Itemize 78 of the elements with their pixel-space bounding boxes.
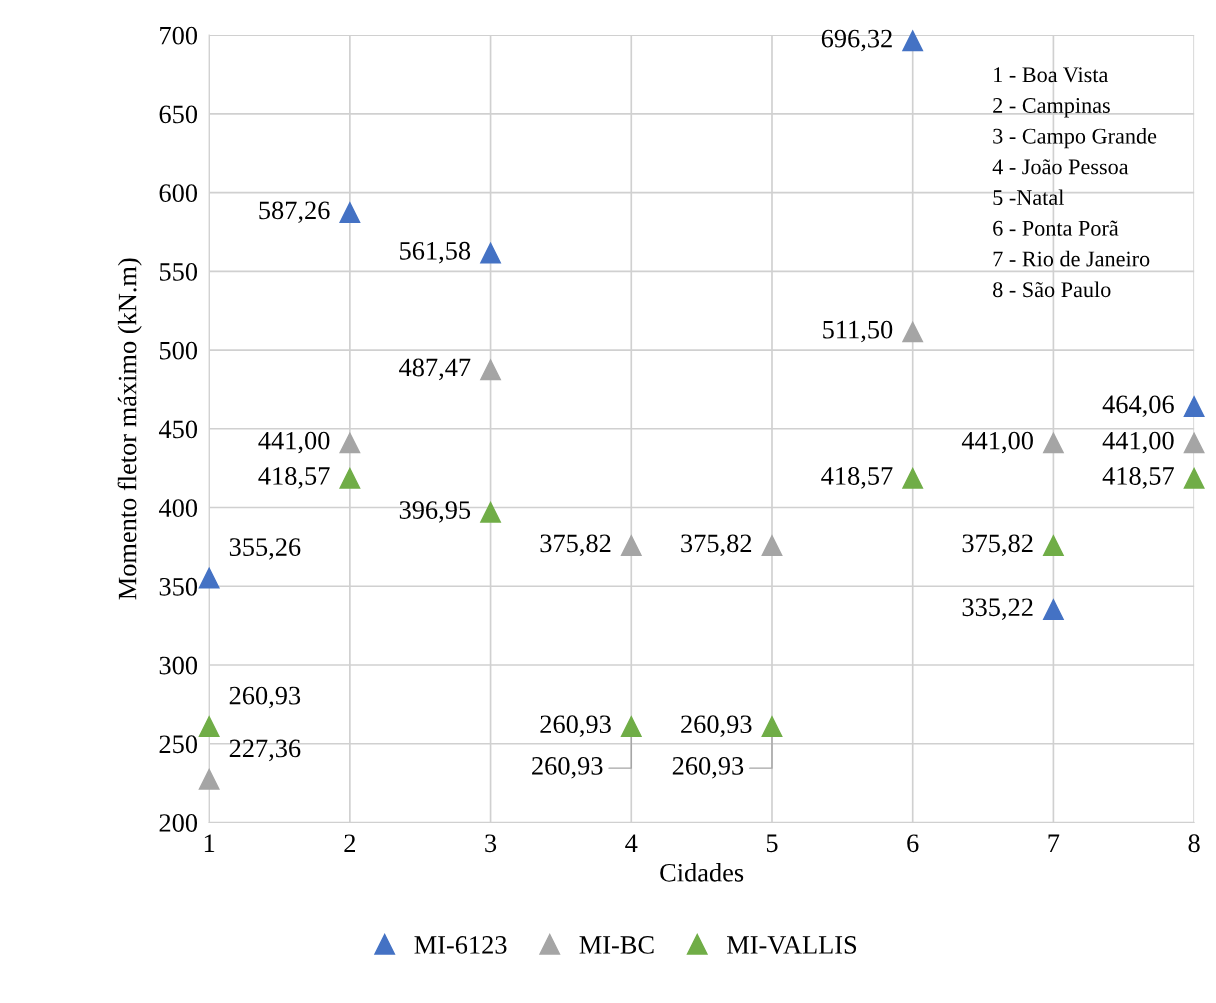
data-label: 335,22 (962, 598, 1033, 620)
data-label: 260,93 (540, 715, 611, 737)
x-tick-label: 1 (204, 834, 215, 852)
point (620, 716, 642, 737)
annotation: 7 - Rio de Janeiro (993, 250, 1150, 267)
data-label: 561,58 (400, 241, 471, 264)
data-label: 487,47 (399, 358, 471, 381)
annotation: 2 - Campinas (993, 98, 1110, 118)
annotation: 4 - João Pessoa (992, 159, 1129, 175)
point (198, 716, 220, 737)
x-tick-label: 4 (625, 834, 638, 852)
y-tick-label: 200 (159, 814, 198, 832)
y-tick-label: 350 (159, 577, 198, 596)
point (620, 535, 642, 557)
point (761, 716, 783, 737)
y-tick-label: 250 (159, 735, 198, 754)
data-label: 355,26 (229, 538, 301, 560)
y-tick-label: 300 (159, 656, 198, 675)
data-label: 441,00 (258, 431, 330, 454)
data-label: 260,93 (229, 686, 301, 709)
data-label: 227,36 (229, 739, 301, 762)
annotation: 1 - Boa Vista (994, 67, 1109, 83)
point (1183, 467, 1205, 489)
point (198, 768, 220, 790)
y-tick-label: 450 (158, 420, 198, 439)
x-tick-label: 3 (485, 834, 497, 853)
y-tick-label: 400 (158, 499, 198, 517)
point (902, 467, 924, 489)
y-tick-label: 700 (160, 26, 198, 45)
legend-label: MI-6123 (414, 936, 507, 954)
point (480, 501, 501, 523)
y-tick-label: 500 (159, 341, 198, 360)
legend-label: MI-BC (579, 936, 654, 954)
annotation: 260,93 (672, 756, 744, 779)
point (480, 242, 501, 264)
data-label: 396,95 (399, 501, 471, 523)
data-label: 260,93 (681, 715, 752, 737)
point (1183, 396, 1205, 418)
y-axis-title: Momento fletor máximo (kN.m) (117, 258, 142, 600)
point (198, 567, 220, 589)
x-tick-label: 2 (344, 834, 355, 852)
data-label: 441,00 (1102, 431, 1174, 454)
point (902, 321, 924, 343)
point (1042, 599, 1064, 620)
point (1042, 535, 1064, 557)
x-tick-label: 6 (907, 834, 919, 853)
point (1183, 432, 1205, 454)
point (480, 359, 501, 381)
annotation: 6 - Ponta Porã (993, 220, 1119, 236)
point (761, 535, 783, 557)
annotation: 8 - São Paulo (993, 281, 1111, 298)
x-axis-title: Cidades (660, 863, 744, 882)
point (902, 30, 924, 52)
annotation: 5 -Natal (993, 189, 1064, 206)
point (1042, 432, 1064, 454)
legend-label: MI-VALLIS (727, 936, 857, 954)
y-tick-label: 600 (159, 184, 198, 202)
data-label: 696,32 (821, 29, 892, 52)
data-label: 375,82 (962, 534, 1033, 556)
data-label: 418,57 (258, 467, 330, 489)
data-label: 375,82 (681, 534, 752, 556)
point (339, 432, 361, 454)
data-label: 375,82 (540, 534, 611, 556)
data-label: 464,06 (1102, 395, 1174, 418)
data-label: 587,26 (259, 201, 330, 224)
x-tick-label: 5 (766, 834, 778, 853)
y-tick-label: 650 (159, 105, 198, 124)
data-label: 418,57 (821, 467, 893, 489)
x-tick-label: 8 (1188, 834, 1200, 853)
point (339, 202, 361, 224)
data-label: 511,50 (823, 320, 893, 343)
data-label: 418,57 (1102, 467, 1174, 489)
y-tick-label: 550 (159, 262, 198, 281)
annotation: 260,93 (532, 756, 603, 779)
point (339, 467, 361, 489)
x-tick-label: 7 (1048, 834, 1060, 852)
data-label: 441,00 (961, 431, 1033, 454)
annotation: 3 - Campo Grande (993, 128, 1157, 149)
